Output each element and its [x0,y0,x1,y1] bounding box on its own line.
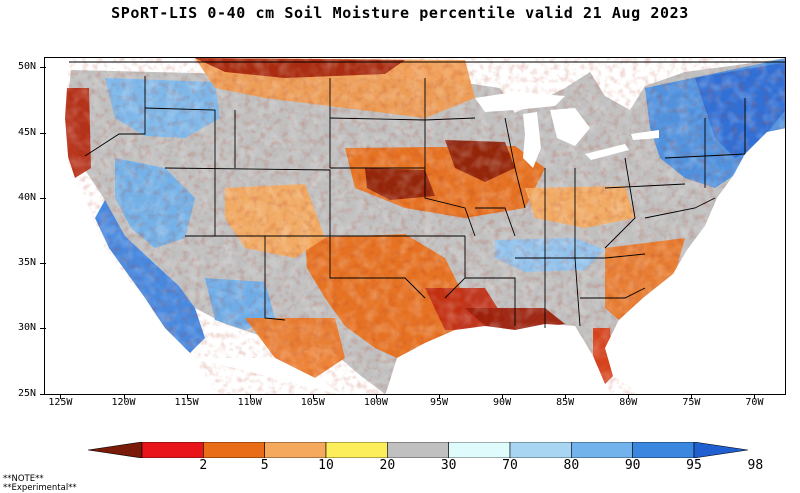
colorbar-tick-label: 80 [563,458,580,473]
longitude-label: 120W [111,397,136,408]
colorbar-tick-label: 5 [260,458,269,473]
colorbar-segment [141,442,204,458]
longitude-label: 125W [48,397,73,408]
colorbar-low-arrow [88,442,143,458]
water-bodies [45,58,785,394]
colorbar-tick-label: 30 [440,458,457,473]
notes: **NOTE** **Experimental** [3,475,77,493]
experimental-label: **Experimental** [3,483,77,493]
lake-michigan [523,112,541,168]
ocean-west [45,58,214,394]
lake-huron [550,108,590,146]
colorbar-segment [387,442,449,458]
latitude-label: 40N [18,191,37,203]
colorbar-segment [448,442,511,458]
colorbar [88,442,748,458]
colorbar-segment [571,442,633,458]
ocean-east [605,128,785,394]
latitude-tick [40,197,46,199]
latitude-tick [40,132,46,134]
longitude-tick [312,395,314,399]
longitude-tick [123,395,125,399]
longitude-tick [60,395,62,399]
latitude-label: 45N [18,126,37,138]
longitude-label: 105W [300,397,325,408]
colorbar-high-arrow [693,442,748,458]
longitude-tick [438,395,440,399]
map-title: SPoRT-LIS 0-40 cm Soil Moisture percenti… [111,4,689,22]
latitude-label: 25N [18,387,37,399]
latitude-tick [40,67,46,69]
colorbar-segment [632,442,695,458]
colorbar-tick-label: 90 [624,458,641,473]
colorbar-tick-label: 20 [379,458,396,473]
longitude-label: 110W [237,397,262,408]
longitude-label: 90W [493,397,512,408]
latitude-tick [40,328,46,330]
colorbar-tick-label: 10 [318,458,334,473]
latitude-tick [40,393,46,395]
longitude-label: 80W [619,397,638,408]
longitude-tick [691,395,693,399]
latitude-label: 35N [18,257,37,269]
longitude-tick [249,395,251,399]
colorbar-tick-label: 2 [199,458,208,473]
lake-superior [475,92,565,112]
colorbar-tick-label: 95 [686,458,702,473]
longitude-label: 100W [363,397,388,408]
map-canvas [45,58,785,394]
ocean-south [195,324,612,394]
longitude-tick [565,395,567,399]
colorbar-tick-label: 98 [747,458,764,473]
note-label: **NOTE** [3,474,44,484]
colorbar-segment [203,442,265,458]
longitude-label: 70W [745,397,764,408]
colorbar-segment [509,442,572,458]
longitude-tick [502,395,504,399]
state-borders [69,61,785,328]
latitude-label: 50N [18,61,37,73]
longitude-tick [375,395,377,399]
latitude-tick [40,263,46,265]
longitude-label: 95W [429,397,448,408]
lake-erie [585,144,629,160]
longitude-tick [186,395,188,399]
latitude-label: 30N [18,322,37,334]
soil-moisture-map [44,57,786,395]
longitude-tick [628,395,630,399]
colorbar-segment [264,442,327,458]
colorbar-tick-label: 70 [502,458,518,473]
longitude-label: 115W [174,397,199,408]
longitude-tick [754,395,756,399]
longitude-label: 75W [682,397,701,408]
colorbar-segment [325,442,388,458]
longitude-label: 85W [556,397,575,408]
lake-ontario [631,130,659,140]
